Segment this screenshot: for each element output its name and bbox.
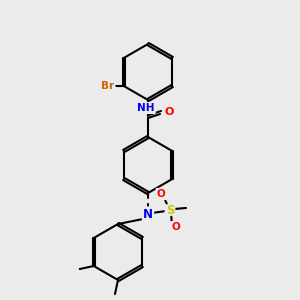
Text: O: O — [172, 222, 180, 232]
Text: N: N — [143, 208, 153, 220]
Text: S: S — [166, 203, 174, 217]
Text: NH: NH — [137, 103, 155, 113]
Text: Br: Br — [101, 81, 114, 91]
Text: O: O — [164, 107, 174, 117]
Text: O: O — [157, 189, 165, 199]
